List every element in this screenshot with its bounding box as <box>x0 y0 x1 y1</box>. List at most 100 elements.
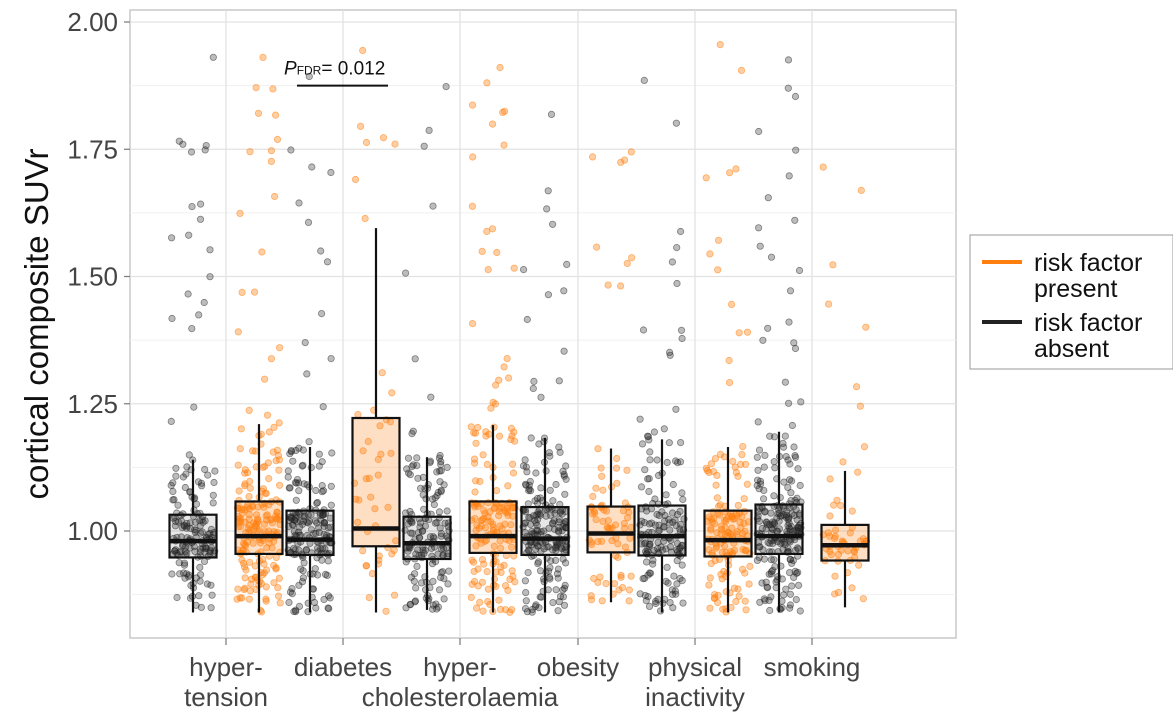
data-point-present <box>259 485 267 493</box>
data-point-present <box>720 516 729 525</box>
data-point-absent <box>669 604 677 612</box>
data-point-absent <box>545 524 553 532</box>
data-point-absent <box>190 403 198 411</box>
data-point-present <box>738 513 746 521</box>
data-point-present <box>859 595 867 603</box>
data-point-absent <box>168 570 176 578</box>
data-point-absent <box>785 568 794 577</box>
data-point-present <box>500 561 508 569</box>
data-point-present <box>740 495 748 503</box>
data-point-present <box>267 147 275 155</box>
data-point-present <box>615 586 623 594</box>
data-point-absent <box>411 598 419 606</box>
data-point-absent <box>196 522 204 530</box>
data-point-absent <box>421 546 429 554</box>
data-point-present <box>496 504 504 513</box>
data-point-absent <box>180 521 188 529</box>
data-point-absent <box>523 315 531 324</box>
data-point-present <box>470 429 478 437</box>
data-point-absent <box>785 172 793 180</box>
data-point-present <box>470 459 479 467</box>
data-point-present <box>507 424 515 432</box>
data-point-absent <box>549 598 557 607</box>
data-point-absent <box>299 567 307 575</box>
data-point-absent <box>760 486 768 494</box>
data-point-absent <box>782 452 790 461</box>
data-point-absent <box>761 451 769 459</box>
data-point-present <box>276 599 284 607</box>
data-point-absent <box>535 604 543 612</box>
data-point-present <box>375 552 383 560</box>
data-point-present <box>362 562 370 570</box>
data-point-absent <box>416 519 425 527</box>
data-point-present <box>829 261 837 269</box>
data-point-absent <box>767 570 775 578</box>
y-tick-label: 1.00 <box>67 516 118 546</box>
data-point-present <box>732 165 740 173</box>
data-point-absent <box>643 432 652 440</box>
data-point-present <box>599 517 607 526</box>
y-axis-title: cortical composite SUVr <box>18 149 55 500</box>
data-point-absent <box>562 462 570 470</box>
data-point-absent <box>552 480 560 489</box>
box-absent <box>285 509 335 557</box>
data-point-present <box>501 606 509 614</box>
data-point-present <box>391 140 399 148</box>
data-point-absent <box>302 546 310 554</box>
data-point-absent <box>319 403 327 411</box>
data-point-absent <box>312 604 320 612</box>
data-point-absent <box>678 489 686 497</box>
data-point-present <box>831 526 840 534</box>
data-point-present <box>613 454 621 463</box>
data-point-absent <box>206 273 214 281</box>
data-point-present <box>731 463 739 471</box>
data-point-absent <box>413 454 421 462</box>
data-point-present <box>269 85 277 93</box>
data-point-present <box>476 598 484 607</box>
box-present <box>351 416 401 548</box>
data-point-absent <box>314 524 323 532</box>
data-point-absent <box>666 526 674 534</box>
data-point-present <box>837 501 845 510</box>
y-tick-label: 1.50 <box>67 262 118 292</box>
data-point-present <box>374 471 382 479</box>
data-point-absent <box>793 516 801 524</box>
data-point-absent <box>199 544 207 552</box>
data-point-present <box>612 464 621 472</box>
data-point-present <box>235 487 243 495</box>
data-point-absent <box>764 324 772 332</box>
data-point-absent <box>662 491 670 499</box>
data-point-present <box>735 592 743 600</box>
data-point-present <box>472 526 480 535</box>
data-point-absent <box>794 568 802 577</box>
data-point-absent <box>414 528 422 537</box>
data-point-absent <box>530 377 538 385</box>
data-point-absent <box>549 497 557 505</box>
data-point-present <box>623 514 632 522</box>
data-point-absent <box>305 72 313 81</box>
data-point-present <box>831 572 839 580</box>
data-point-absent <box>416 484 425 492</box>
data-point-present <box>495 596 503 604</box>
data-point-absent <box>546 511 555 519</box>
data-point-present <box>715 511 724 519</box>
data-point-absent <box>327 482 335 490</box>
data-point-absent <box>770 458 778 466</box>
data-point-present <box>621 499 630 507</box>
data-point-absent <box>289 457 297 465</box>
x-tick-label: physical inactivity <box>645 652 745 712</box>
data-point-absent <box>194 478 203 486</box>
data-point-present <box>741 569 749 577</box>
data-point-absent <box>536 567 545 575</box>
data-point-absent <box>556 592 565 601</box>
data-point-present <box>470 577 479 586</box>
data-point-absent <box>428 495 436 503</box>
data-point-absent <box>181 483 189 492</box>
legend-label: risk factor present <box>1034 249 1142 303</box>
data-point-present <box>725 356 733 365</box>
data-point-absent <box>285 598 293 607</box>
data-point-absent <box>207 544 216 552</box>
data-point-present <box>724 528 732 537</box>
data-point-absent <box>533 542 542 550</box>
data-point-absent <box>673 510 682 519</box>
